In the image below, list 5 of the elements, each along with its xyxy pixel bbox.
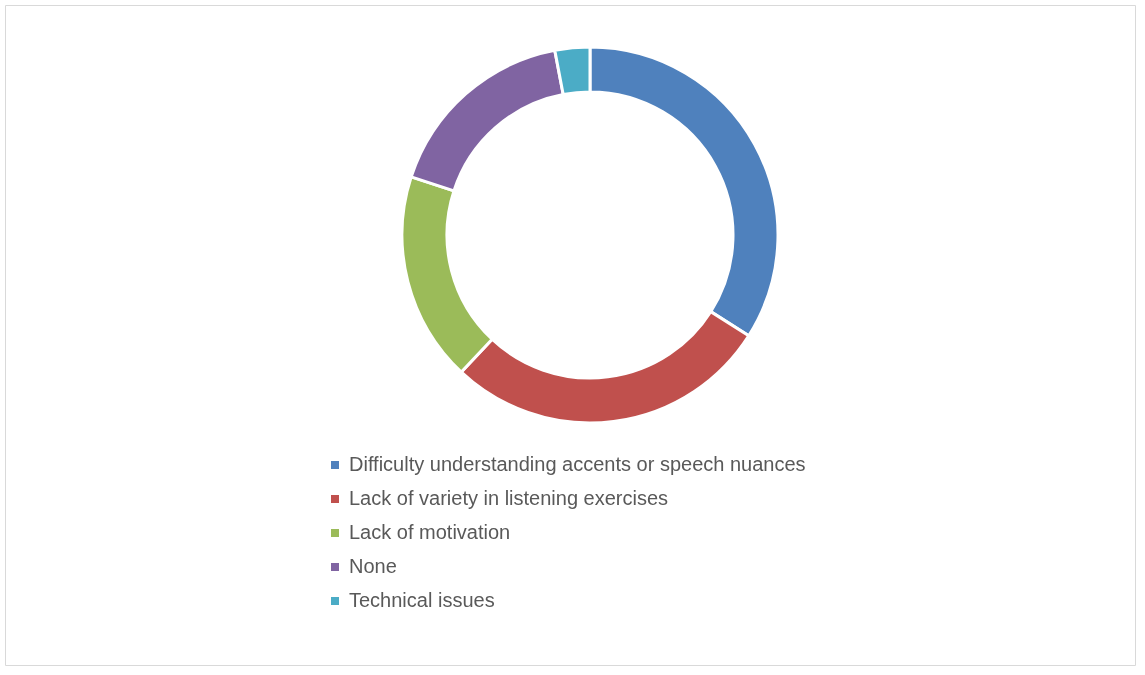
legend-label: None <box>349 555 397 577</box>
legend-label: Lack of motivation <box>349 521 511 543</box>
legend-label: Difficulty understanding accents or speech nuances <box>349 453 806 475</box>
legend-label: Lack of variety in listening exercises <box>349 487 669 509</box>
legend-label: Technical issues <box>349 589 495 611</box>
